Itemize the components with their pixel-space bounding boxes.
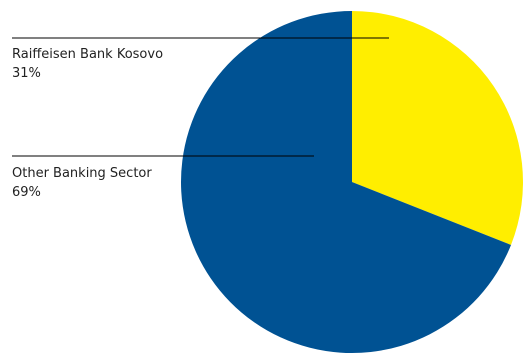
slice-value: 69% [12, 185, 41, 200]
slice-value: 31% [12, 66, 41, 81]
pie-slice-other-banking-sector [180, 11, 511, 354]
slice-name: Other Banking Sector [12, 166, 152, 181]
pie-slice-raiffeisen-bank-kosovo [352, 11, 523, 245]
slice-name: Raiffeisen Bank Kosovo [12, 47, 164, 62]
pie-slices [180, 11, 523, 354]
leader-lines [12, 37, 389, 157]
slice-label-other-banking-sector: Other Banking Sector 69% [12, 164, 152, 202]
slice-label-raiffeisen-bank-kosovo: Raiffeisen Bank Kosovo 31% [12, 45, 163, 83]
